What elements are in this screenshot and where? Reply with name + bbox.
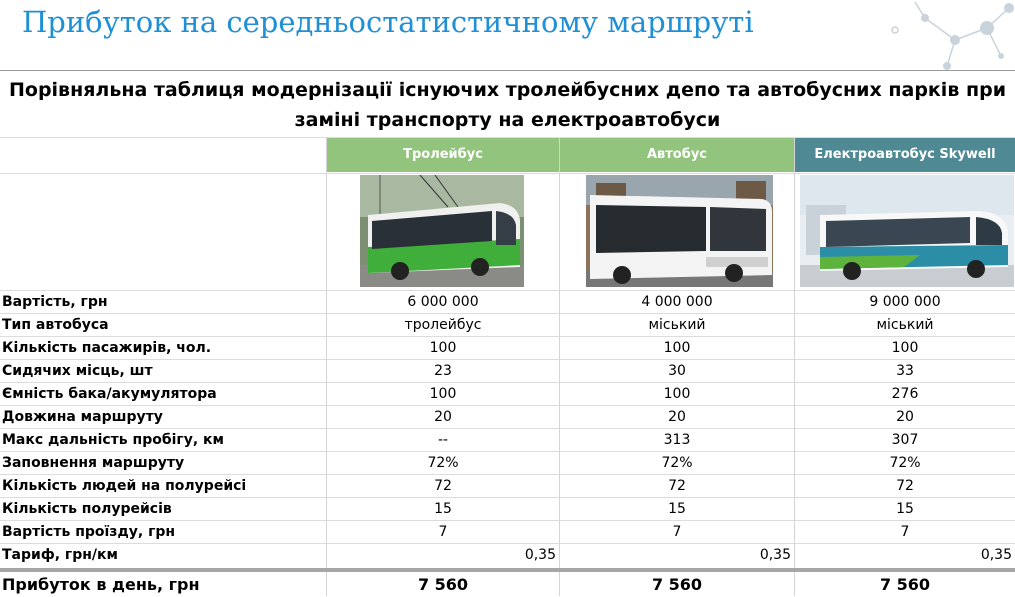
column-header-trolleybus: Тролейбус [327, 138, 559, 172]
cell-electric-bus: 33 [896, 363, 914, 379]
cell-bus: міський [648, 317, 706, 333]
cell-trolleybus: -- [437, 432, 449, 448]
comparison-table: Порівняльна таблиця модернізації існуючи… [0, 70, 1015, 596]
row-label: Сидячих місць, шт [2, 363, 153, 379]
cell-electric-bus: 100 [891, 340, 919, 356]
table-row: Ємність бака/акумулятора 100 100 276 [0, 383, 1015, 406]
column-header-electric-bus: Електроавтобус Skywell [795, 138, 1015, 172]
cell-electric-bus: 9 000 000 [869, 294, 941, 310]
row-label: Вартість проїзду, грн [2, 524, 176, 540]
cell-electric-bus: 72% [889, 455, 921, 471]
cell-bus: 100 [663, 386, 691, 402]
row-label: Довжина маршруту [2, 409, 163, 425]
total-value-bus: 7 560 [651, 575, 703, 594]
cell-electric-bus: 72 [896, 478, 914, 494]
cell-bus: 20 [668, 409, 686, 425]
cell-bus: 7 [672, 524, 682, 540]
cell-trolleybus: 72 [434, 478, 452, 494]
table-title-line-2: заміні транспорту на електроавтобуси [294, 109, 721, 131]
cell-bus: 313 [663, 432, 691, 448]
cell-trolleybus: 100 [429, 340, 457, 356]
cell-trolleybus: 20 [434, 409, 452, 425]
table-row: Кількість людей на полурейсі 72 72 72 [0, 475, 1015, 498]
total-value-trolleybus: 7 560 [417, 575, 469, 594]
table-title: Порівняльна таблиця модернізації існуючи… [0, 75, 1015, 135]
row-label: Кількість людей на полурейсі [2, 478, 247, 494]
row-label: Кількість пасажирів, чол. [2, 340, 212, 356]
total-value-electric-bus: 7 560 [879, 575, 931, 594]
cell-electric-bus: 15 [896, 501, 914, 517]
cell-electric-bus: 20 [896, 409, 914, 425]
row-label: Ємність бака/акумулятора [2, 386, 217, 402]
total-row: Прибуток в день, грн 7 560 7 560 7 560 [0, 572, 1015, 597]
total-separator [0, 568, 1015, 572]
row-label: Вартість, грн [2, 294, 108, 310]
table-row: Кількість полурейсів 15 15 15 [0, 498, 1015, 521]
cell-trolleybus: 23 [434, 363, 452, 379]
table-row: Довжина маршруту 20 20 20 [0, 406, 1015, 429]
table-row: Кількість пасажирів, чол. 100 100 100 [0, 337, 1015, 360]
bus-photo [586, 175, 773, 287]
table-row: Вартість проїзду, грн 7 7 7 [0, 521, 1015, 544]
cell-bus: 100 [663, 340, 691, 356]
cell-bus: 72 [668, 478, 686, 494]
table-row: Тип автобуса тролейбус міський міський [0, 314, 1015, 337]
cell-trolleybus: 72% [427, 455, 459, 471]
cell-electric-bus: міський [876, 317, 934, 333]
slide-title: Прибуток на середньостатистичному маршру… [22, 5, 754, 39]
cell-bus: 15 [668, 501, 686, 517]
trolleybus-photo [360, 175, 524, 287]
cell-electric-bus: 307 [891, 432, 919, 448]
cell-bus: 4 000 000 [641, 294, 713, 310]
row-label: Тариф, грн/км [2, 547, 118, 563]
cell-bus: 0,35 [759, 547, 791, 563]
row-label: Тип автобуса [2, 317, 109, 333]
network-decoration-icon [891, 1, 1014, 70]
cell-bus: 72% [661, 455, 693, 471]
cell-electric-bus: 7 [900, 524, 910, 540]
cell-trolleybus: 6 000 000 [407, 294, 479, 310]
row-label: Макс дальність пробігу, км [2, 432, 224, 448]
cell-trolleybus: 0,35 [524, 547, 556, 563]
cell-trolleybus: 15 [434, 501, 452, 517]
table-row: Вартість, грн 6 000 000 4 000 000 9 000 000 [0, 291, 1015, 314]
cell-bus: 30 [668, 363, 686, 379]
table-row: Макс дальність пробігу, км -- 313 307 [0, 429, 1015, 452]
cell-electric-bus: 276 [891, 386, 919, 402]
cell-trolleybus: 7 [438, 524, 448, 540]
row-label: Кількість полурейсів [2, 501, 172, 517]
cell-trolleybus: 100 [429, 386, 457, 402]
column-header-bus: Автобус [560, 138, 794, 172]
table-row: Тариф, грн/км 0,35 0,35 0,35 [0, 544, 1015, 567]
cell-trolleybus: тролейбус [404, 317, 482, 333]
table-row: Сидячих місць, шт 23 30 33 [0, 360, 1015, 383]
row-label: Заповнення маршруту [2, 455, 185, 471]
electric-bus-photo [800, 175, 1014, 287]
table-row: Заповнення маршруту 72% 72% 72% [0, 452, 1015, 475]
table-title-line-1: Порівняльна таблиця модернізації існуючи… [8, 79, 1007, 101]
row-label: Прибуток в день, грн [2, 575, 200, 594]
cell-electric-bus: 0,35 [980, 547, 1012, 563]
